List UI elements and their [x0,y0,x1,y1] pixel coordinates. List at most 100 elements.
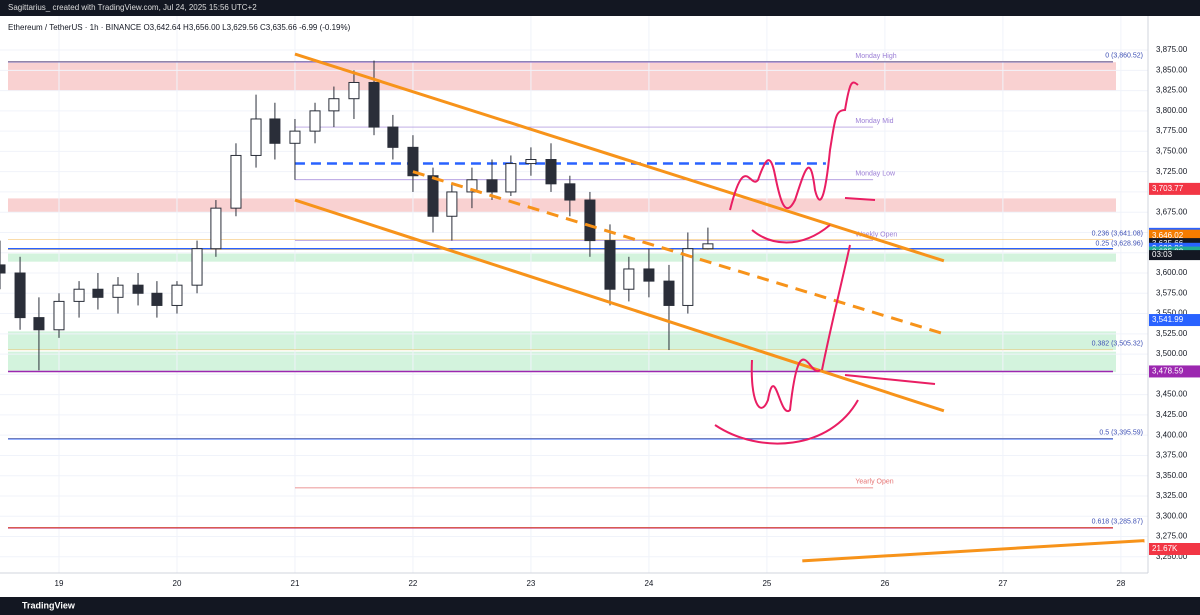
candle-body [427,175,439,217]
candle-body [623,268,635,290]
candle-body [387,126,399,148]
session-label: Yearly Open [855,479,893,486]
candle-body [73,288,85,302]
candle-body [269,118,281,144]
countdown: 03:03 [1152,250,1173,259]
y-tick-label: 3,550.00 [1156,309,1188,318]
candle-body [230,154,242,209]
y-tick-label: 3,825.00 [1156,86,1188,95]
y-tick-label: 3,375.00 [1156,451,1188,460]
top-bar-text: Sagittarius_ created with TradingView.co… [8,3,257,12]
candle-body [466,179,478,193]
y-tick-label: 3,500.00 [1156,349,1188,358]
candle-body [53,300,65,331]
x-tick-label: 23 [526,579,535,588]
candle-body [407,146,419,177]
zone [8,351,1116,372]
candle-body [210,207,222,250]
y-tick-label: 3,850.00 [1156,65,1188,74]
y-tick-label: 3,525.00 [1156,329,1188,338]
candle-body [446,191,458,217]
price-label: 3,703.77 [1152,184,1184,193]
session-label: Monday Mid [855,118,893,125]
annotations [714,81,936,445]
candle-body [368,81,380,128]
chart-title: Ethereum / TetherUS · 1h · BINANCE O3,64… [8,23,351,32]
x-tick-label: 25 [762,579,771,588]
y-tick-label: 3,675.00 [1156,207,1188,216]
y-tick-label: 3,275.00 [1156,532,1188,541]
candle-body [604,240,616,290]
candle-body [682,248,694,306]
arrow-path [751,224,831,244]
plot-area: 0 (3,860.52) 0.236 (3,641.08) 0.25 (3,628.… [0,16,1148,573]
arrow-path [821,244,851,371]
footer-bar [0,597,1200,615]
trendline [294,52,945,263]
candle-body [486,179,498,193]
y-tick-label: 3,800.00 [1156,106,1188,115]
arrow-path [714,399,859,445]
session-label: Weekly Open [855,231,897,238]
x-tick-label: 26 [880,579,889,588]
plot-background [0,16,1148,573]
candle-body [112,284,124,298]
fib-label: 0.618 (3,285.87) [1092,519,1143,526]
volume-label: 21.67K [1152,544,1178,553]
candle-body [0,264,6,274]
fib-label: 0.382 (3,505.32) [1092,341,1143,348]
x-tick-label: 24 [644,579,653,588]
y-tick-label: 3,775.00 [1156,126,1188,135]
y-tick-label: 3,325.00 [1156,491,1188,500]
fib-label: 0.25 (3,628.96) [1096,240,1143,247]
arrow-path [750,358,821,413]
arrow-path [729,81,859,211]
candle-body [171,284,183,306]
arrow-path [844,197,876,201]
y-tick-label: 3,450.00 [1156,390,1188,399]
footer-logo: TradingView [22,600,76,610]
y-tick-label: 3,350.00 [1156,471,1188,480]
y-tick-label: 3,300.00 [1156,511,1188,520]
zone [8,253,1116,262]
session-label: Monday Low [855,171,896,178]
y-tick-label: 3,250.00 [1156,552,1188,561]
candle-body [289,130,301,144]
y-tick-label: 3,600.00 [1156,268,1188,277]
volume-label-box [1149,543,1200,555]
trendline [412,170,945,336]
candle-body [545,159,557,185]
fib-label: 0 (3,860.52) [1105,53,1143,60]
candle-body [564,183,576,201]
candle-body [191,248,203,286]
candle-body [525,159,537,165]
candle-body [348,81,360,100]
candle-body [702,243,714,250]
candle-body [250,118,262,156]
session-label: Monday High [855,53,896,60]
x-tick-label: 20 [173,579,182,588]
countdown-box [1149,250,1200,261]
x-tick-label: 22 [408,579,417,588]
top-bar [0,0,1200,16]
price-label: 3,478.59 [1152,367,1184,376]
y-tick-label: 3,875.00 [1156,45,1188,54]
price-label-box [1149,365,1200,378]
y-tick-label: 3,400.00 [1156,430,1188,439]
y-tick-label: 3,575.00 [1156,288,1188,297]
x-tick-label: 28 [1116,579,1125,588]
x-tick-label: 21 [291,579,300,588]
y-tick-label: 3,750.00 [1156,147,1188,156]
zone [8,331,1116,351]
candle-body [132,284,144,294]
arrow-path [844,374,936,385]
candle-body [328,98,340,112]
candle-body [663,280,675,306]
candle-body [92,288,104,298]
fib-label: 0.236 (3,641.08) [1092,231,1143,238]
candle-body [643,268,655,282]
zone [8,62,1116,91]
candle-body [14,272,26,319]
price-label-box [1149,182,1200,195]
